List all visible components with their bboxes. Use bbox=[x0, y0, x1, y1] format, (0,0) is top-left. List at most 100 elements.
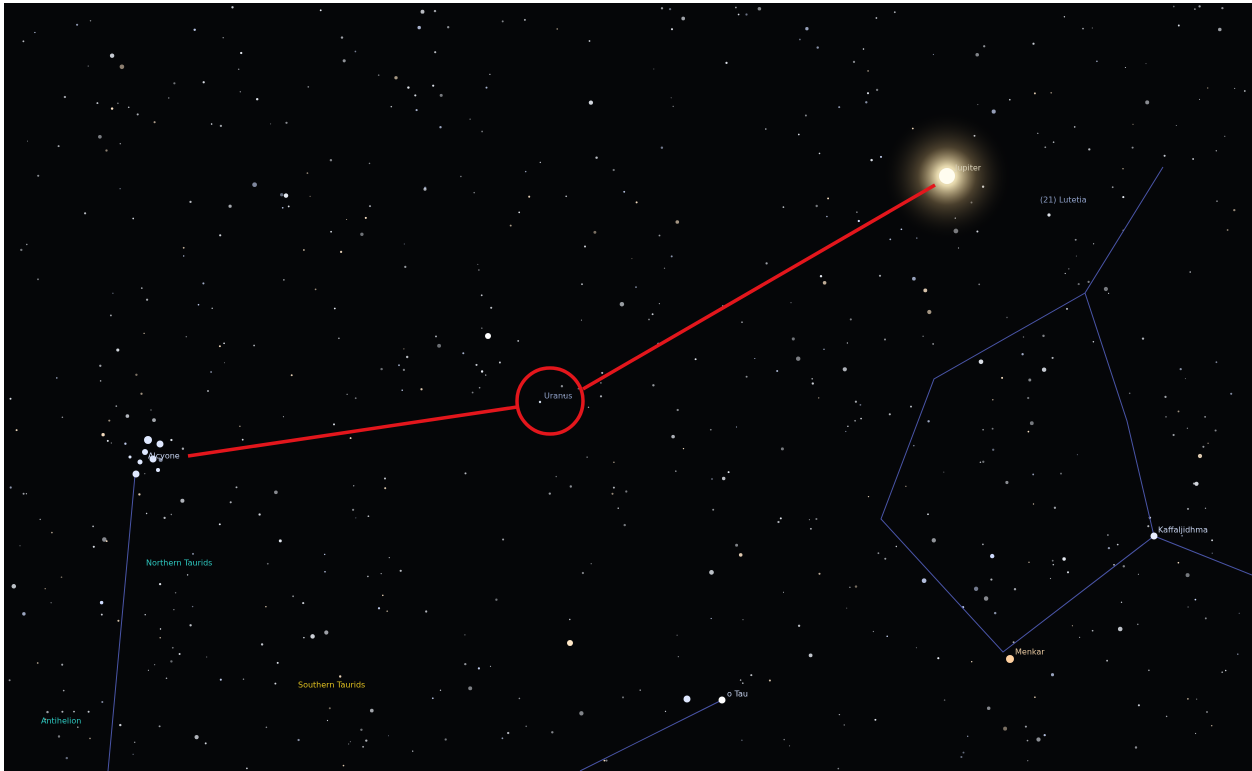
star-label[interactable]: Kaffaljidhma bbox=[1158, 526, 1208, 535]
star bbox=[46, 711, 48, 713]
star bbox=[671, 435, 675, 439]
star bbox=[353, 485, 354, 486]
star bbox=[1125, 67, 1126, 68]
star bbox=[978, 283, 980, 285]
star bbox=[481, 327, 483, 329]
star bbox=[839, 714, 840, 715]
meteor-shower-label[interactable]: Northern Taurids bbox=[146, 559, 212, 568]
star bbox=[927, 310, 931, 314]
star-label[interactable]: Menkar bbox=[1015, 648, 1045, 657]
o-tau-star[interactable] bbox=[719, 697, 726, 704]
star-label[interactable]: o Tau bbox=[727, 690, 748, 699]
meteor-shower-label[interactable]: Southern Taurids bbox=[298, 681, 365, 690]
star bbox=[175, 592, 176, 593]
star bbox=[600, 382, 602, 384]
star bbox=[51, 532, 53, 534]
star bbox=[604, 760, 606, 762]
star bbox=[120, 65, 125, 70]
star bbox=[416, 109, 418, 111]
star bbox=[982, 461, 984, 463]
star bbox=[128, 106, 130, 108]
star bbox=[274, 683, 276, 685]
star bbox=[860, 418, 862, 420]
star bbox=[789, 745, 790, 746]
jupiter[interactable] bbox=[939, 168, 955, 184]
star bbox=[1028, 431, 1030, 433]
meteor-shower-label[interactable]: Antihelion bbox=[41, 717, 81, 726]
star bbox=[160, 628, 161, 629]
star bbox=[404, 243, 405, 244]
star bbox=[1092, 27, 1093, 28]
star bbox=[61, 664, 63, 666]
star bbox=[210, 371, 212, 373]
star bbox=[1064, 16, 1065, 17]
star bbox=[1216, 201, 1217, 202]
star bbox=[783, 206, 785, 208]
star bbox=[960, 756, 962, 758]
star bbox=[1027, 760, 1028, 761]
star bbox=[445, 738, 447, 740]
planet-label[interactable]: Jupiter bbox=[954, 164, 982, 173]
planet-label[interactable]: Uranus bbox=[544, 392, 572, 401]
star bbox=[665, 711, 666, 712]
star bbox=[648, 319, 650, 321]
menkar-star[interactable] bbox=[1006, 655, 1014, 663]
star bbox=[26, 493, 27, 494]
star bbox=[912, 277, 916, 281]
star bbox=[735, 544, 738, 547]
star bbox=[355, 397, 357, 399]
star bbox=[1042, 367, 1046, 371]
star bbox=[378, 74, 380, 76]
star bbox=[1052, 357, 1054, 359]
star bbox=[595, 156, 597, 158]
star bbox=[878, 552, 880, 554]
star bbox=[101, 701, 103, 703]
star bbox=[1117, 544, 1119, 546]
star bbox=[45, 588, 46, 589]
star bbox=[355, 51, 357, 53]
star bbox=[695, 358, 697, 360]
star bbox=[1166, 716, 1168, 718]
star bbox=[556, 476, 557, 477]
star bbox=[1211, 539, 1213, 541]
star bbox=[913, 445, 915, 447]
kaffaljidhma-star[interactable] bbox=[1151, 533, 1158, 540]
star bbox=[640, 689, 641, 690]
star bbox=[811, 378, 813, 380]
star bbox=[622, 696, 624, 698]
star bbox=[320, 9, 322, 11]
star bbox=[1044, 146, 1046, 148]
star bbox=[1034, 92, 1036, 94]
star bbox=[739, 553, 743, 557]
star bbox=[198, 304, 200, 306]
star bbox=[464, 472, 466, 474]
star bbox=[1178, 410, 1180, 412]
asteroid-label[interactable]: (21) Lutetia bbox=[1040, 196, 1087, 205]
star bbox=[519, 698, 521, 700]
star bbox=[982, 544, 984, 546]
star bbox=[489, 74, 490, 75]
star bbox=[1195, 599, 1197, 601]
star bbox=[1053, 141, 1055, 143]
star bbox=[369, 163, 371, 165]
star bbox=[910, 406, 912, 408]
star bbox=[979, 359, 984, 364]
star bbox=[740, 679, 741, 680]
star bbox=[84, 212, 86, 214]
star bbox=[481, 131, 483, 133]
star bbox=[369, 205, 371, 207]
star bbox=[992, 449, 994, 451]
star bbox=[502, 737, 504, 739]
star bbox=[143, 333, 144, 334]
star bbox=[849, 587, 850, 588]
star bbox=[827, 197, 829, 199]
star bbox=[154, 664, 155, 665]
star bbox=[769, 679, 771, 681]
star bbox=[776, 370, 778, 372]
star bbox=[874, 719, 876, 721]
star bbox=[285, 122, 287, 124]
star bbox=[880, 156, 882, 158]
uranus[interactable] bbox=[539, 401, 541, 403]
star-label[interactable]: Alcyone bbox=[148, 452, 180, 461]
star bbox=[63, 690, 65, 692]
